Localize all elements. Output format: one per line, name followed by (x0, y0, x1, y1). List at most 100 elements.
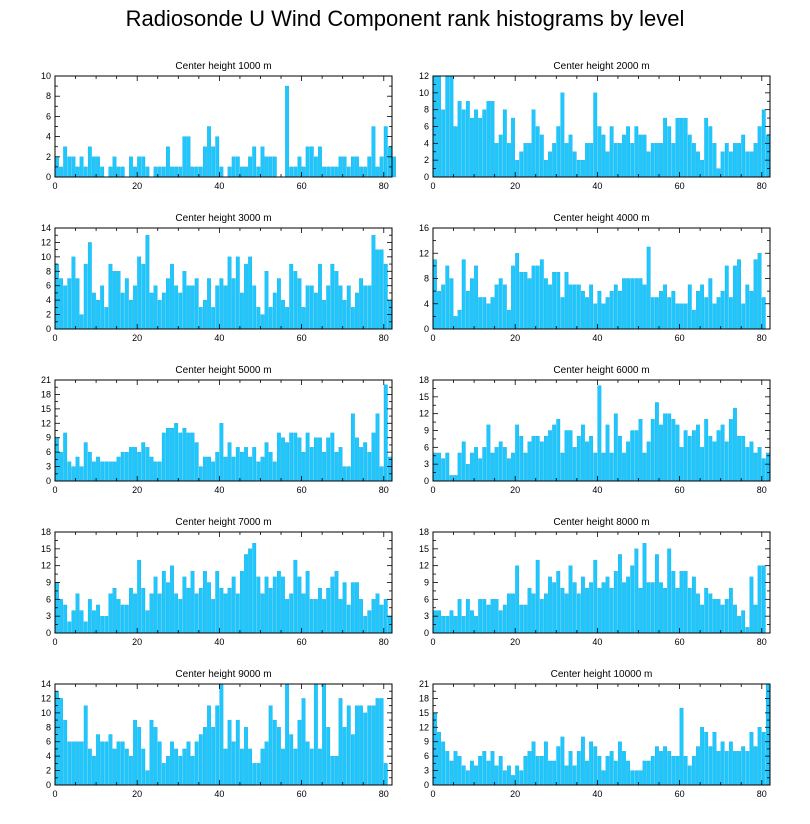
histogram-bar (519, 151, 524, 178)
histogram-bar (622, 751, 626, 786)
histogram-bar (350, 734, 355, 786)
histogram-bar (392, 156, 396, 178)
histogram-bar (498, 610, 503, 634)
histogram-bar (556, 571, 561, 634)
histogram-bar (667, 751, 672, 786)
histogram-bar (104, 616, 109, 634)
histogram-bar (683, 303, 688, 330)
histogram-bar (141, 748, 146, 786)
histogram-bar (92, 156, 96, 178)
histogram-bar (186, 741, 191, 786)
histogram-bar (531, 109, 536, 178)
y-tick-label: 10 (419, 88, 429, 98)
histogram-bar (137, 559, 142, 634)
histogram-bar (556, 272, 561, 330)
histogram-bar (716, 751, 721, 786)
histogram-bar (87, 599, 92, 634)
histogram-bar (244, 554, 248, 634)
histogram-bar (465, 770, 470, 786)
histogram-bar (67, 461, 72, 482)
histogram-bar (609, 126, 614, 178)
y-tick-label: 3 (46, 611, 51, 621)
histogram-bar (552, 760, 557, 786)
histogram-bar (63, 604, 68, 634)
histogram-bar (342, 299, 347, 330)
histogram-bar (687, 284, 692, 330)
histogram-bar (289, 263, 294, 330)
histogram-bar (498, 441, 503, 482)
histogram-bar (211, 307, 216, 330)
histogram-bar (667, 548, 672, 634)
histogram-bar (322, 683, 326, 786)
histogram-bar (59, 166, 63, 178)
x-tick-label: 60 (297, 333, 307, 343)
y-tick-label: 6 (46, 281, 51, 291)
histogram-bar (108, 461, 113, 482)
histogram-bar (704, 731, 709, 786)
histogram-bar (552, 143, 557, 178)
histogram-bar (626, 576, 631, 634)
histogram-bar (367, 610, 372, 634)
histogram-bar (223, 593, 228, 634)
histogram-bar (355, 705, 359, 786)
histogram-bar (235, 593, 240, 634)
x-tick-label: 80 (379, 485, 389, 495)
histogram-bar (716, 168, 721, 178)
histogram-bar (264, 442, 269, 482)
histogram-bar (527, 587, 532, 634)
histogram-bar (203, 571, 207, 634)
y-tick-label: 15 (41, 404, 51, 414)
histogram-bar (437, 452, 441, 482)
histogram-bar (71, 256, 76, 330)
histogram-bar (272, 461, 277, 482)
histogram-bar (252, 285, 257, 330)
histogram-bar (338, 599, 343, 634)
histogram-bar (663, 413, 668, 482)
panel-title: Center height 8000 m (553, 517, 649, 528)
histogram-bar (342, 466, 347, 482)
histogram-panel: Center height 7000 m 0 20 40 60 80 0 3 6 9 12 15 18 (41, 517, 393, 647)
histogram-bar (281, 576, 285, 634)
histogram-bar (741, 746, 746, 786)
histogram-bar (465, 464, 470, 482)
histogram-bar (305, 285, 310, 330)
histogram-bar (141, 156, 146, 178)
histogram-bar (593, 303, 598, 330)
histogram-bar (363, 712, 368, 786)
histogram-bar (585, 587, 589, 634)
histogram-bar (511, 452, 515, 482)
histogram-bar (289, 734, 294, 786)
histogram-bar (322, 299, 326, 330)
histogram-bar (383, 599, 388, 634)
histogram-bar (585, 297, 589, 330)
x-tick-label: 20 (510, 485, 520, 495)
histogram-bar (700, 727, 704, 786)
x-tick-label: 40 (592, 637, 602, 647)
x-tick-label: 40 (214, 181, 224, 191)
histogram-bar (276, 727, 281, 786)
y-tick-label: 4 (424, 299, 429, 309)
histogram-bar (120, 292, 125, 330)
histogram-bar (544, 160, 548, 178)
y-tick-label: 12 (419, 561, 429, 571)
x-tick-label: 0 (52, 181, 57, 191)
histogram-bar (108, 593, 113, 634)
histogram-bar (55, 263, 59, 330)
histogram-bar (96, 604, 100, 634)
histogram-bar (137, 727, 142, 786)
histogram-bar (523, 755, 528, 786)
x-tick-label: 80 (379, 181, 389, 191)
histogram-bar (157, 593, 162, 634)
histogram-bar (654, 297, 659, 330)
histogram-bar (474, 447, 478, 482)
histogram-bar (457, 599, 462, 634)
histogram-bar (507, 765, 511, 786)
histogram-bar (667, 126, 672, 178)
histogram-bar (548, 576, 552, 634)
histogram-bar (215, 571, 220, 634)
histogram-bar (437, 290, 441, 330)
histogram-bar (572, 582, 577, 634)
histogram-bar (502, 109, 507, 178)
histogram-bar (272, 719, 277, 786)
histogram-bar (215, 136, 220, 178)
